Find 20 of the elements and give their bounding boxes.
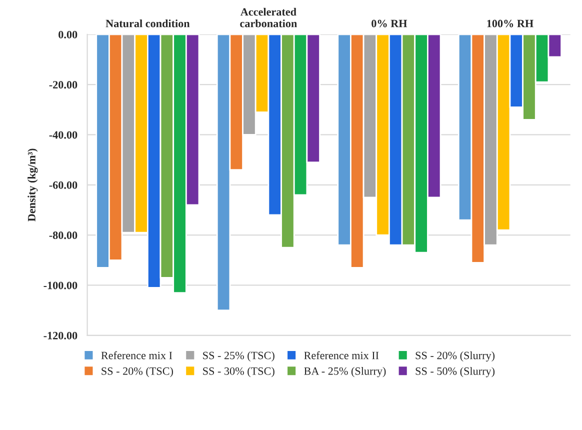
legend-label: SS - 50% (Slurry) [416,367,495,378]
legend-label: BA - 25% (Slurry) [304,367,386,378]
x-tick-label: 100% RH [487,20,534,28]
y-axis-title: Density (kg/m³) [28,148,38,222]
y-tick-label: -40.00 [49,131,78,139]
y-tick-label: -80.00 [49,232,78,240]
y-tick-label: -60.00 [49,181,78,189]
x-tick-label: 0% RH [372,20,408,28]
y-tick-label: -20.00 [49,81,78,89]
x-tick-label: Accelerated carbonation [240,8,297,28]
legend-label: SS - 30% (TSC) [203,367,274,378]
legend-label: SS - 20% (Slurry) [416,351,495,362]
legend-label: Reference mix II [304,351,379,360]
y-tick-label: -120.00 [44,332,78,340]
y-tick-label: 0.00 [58,30,78,38]
x-tick-label: Natural condition [106,19,190,28]
y-tick-label: -100.00 [44,282,78,290]
legend-label: SS - 20% (TSC) [102,367,173,378]
legend-label: Reference mix I [101,351,172,360]
legend-label: SS - 25% (TSC) [203,351,274,362]
